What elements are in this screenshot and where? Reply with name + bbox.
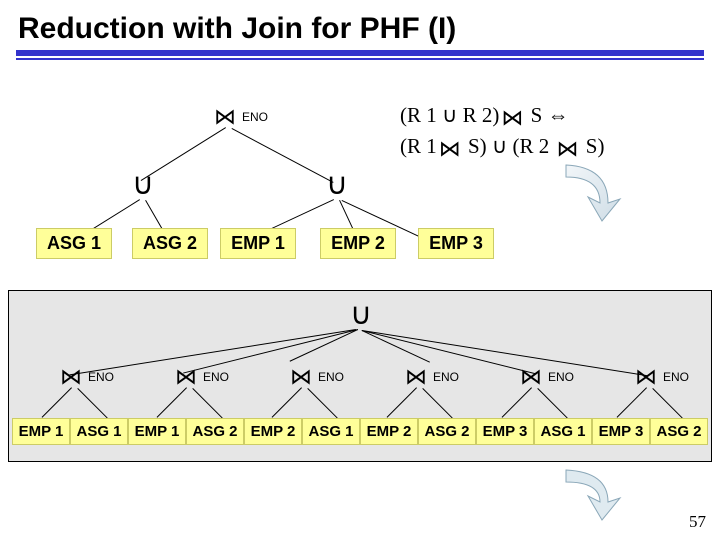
leaf-asg2: ASG 2	[132, 228, 208, 259]
bowtie-icon	[214, 108, 244, 126]
page-number: 57	[689, 512, 706, 532]
mid-join-label: ENO	[663, 370, 689, 384]
mid-join-1: ENO	[60, 368, 114, 386]
leaf-asg1: ASG 1	[36, 228, 112, 259]
title-underline	[0, 50, 720, 64]
bowtie-icon	[60, 368, 90, 386]
equiv-l1-suffix: S ⇔	[525, 103, 568, 127]
leaf: EMP 3	[476, 418, 534, 445]
mid-join-6: ENO	[635, 368, 689, 386]
root-join-label: ENO	[242, 110, 268, 124]
mid-join-label: ENO	[548, 370, 574, 384]
mid-join-4: ENO	[405, 368, 459, 386]
union-node-right: ∪	[326, 170, 348, 200]
equiv-l2-c: S)	[581, 134, 605, 158]
leaf: ASG 2	[418, 418, 476, 445]
mid-join-label: ENO	[318, 370, 344, 384]
edge	[232, 128, 334, 183]
lower-union: ∪	[350, 300, 372, 330]
leaf-emp2: EMP 2	[320, 228, 396, 259]
equiv-l2-a: (R 1	[400, 134, 437, 158]
mid-join-5: ENO	[520, 368, 574, 386]
leaf: EMP 2	[360, 418, 418, 445]
root-join: ENO	[214, 108, 268, 126]
leaf-emp1: EMP 1	[220, 228, 296, 259]
bowtie-icon	[635, 368, 665, 386]
leaf: EMP 1	[128, 418, 186, 445]
leaf: ASG 2	[186, 418, 244, 445]
bowtie-icon	[405, 368, 435, 386]
leaf: ASG 1	[70, 418, 128, 445]
union-node-left: ∪	[132, 170, 154, 200]
mid-join-label: ENO	[203, 370, 229, 384]
mid-join-label: ENO	[88, 370, 114, 384]
equiv-l1-prefix: (R 1 ∪ R 2)	[400, 103, 499, 127]
bowtie-icon	[175, 368, 205, 386]
leaf: ASG 1	[534, 418, 592, 445]
equivalence-text: (R 1 ∪ R 2)⋈ S ⇔ (R 1⋈ S) ∪ (R 2 ⋈ S)	[400, 102, 604, 163]
leaf-emp3: EMP 3	[418, 228, 494, 259]
bowtie-icon	[520, 368, 550, 386]
page-title: Reduction with Join for PHF (I)	[0, 0, 720, 50]
flow-arrow-icon	[556, 462, 626, 522]
bowtie-icon	[290, 368, 320, 386]
mid-join-label: ENO	[433, 370, 459, 384]
leaf: EMP 1	[12, 418, 70, 445]
leaf: ASG 2	[650, 418, 708, 445]
mid-join-3: ENO	[290, 368, 344, 386]
leaf: EMP 3	[592, 418, 650, 445]
leaf: EMP 2	[244, 418, 302, 445]
bowtie-icon: ⋈	[437, 135, 463, 164]
leaf: ASG 1	[302, 418, 360, 445]
bowtie-icon: ⋈	[499, 104, 525, 133]
flow-arrow-icon	[556, 155, 626, 225]
equiv-l2-b: S) ∪ (R 2	[463, 134, 555, 158]
mid-join-2: ENO	[175, 368, 229, 386]
